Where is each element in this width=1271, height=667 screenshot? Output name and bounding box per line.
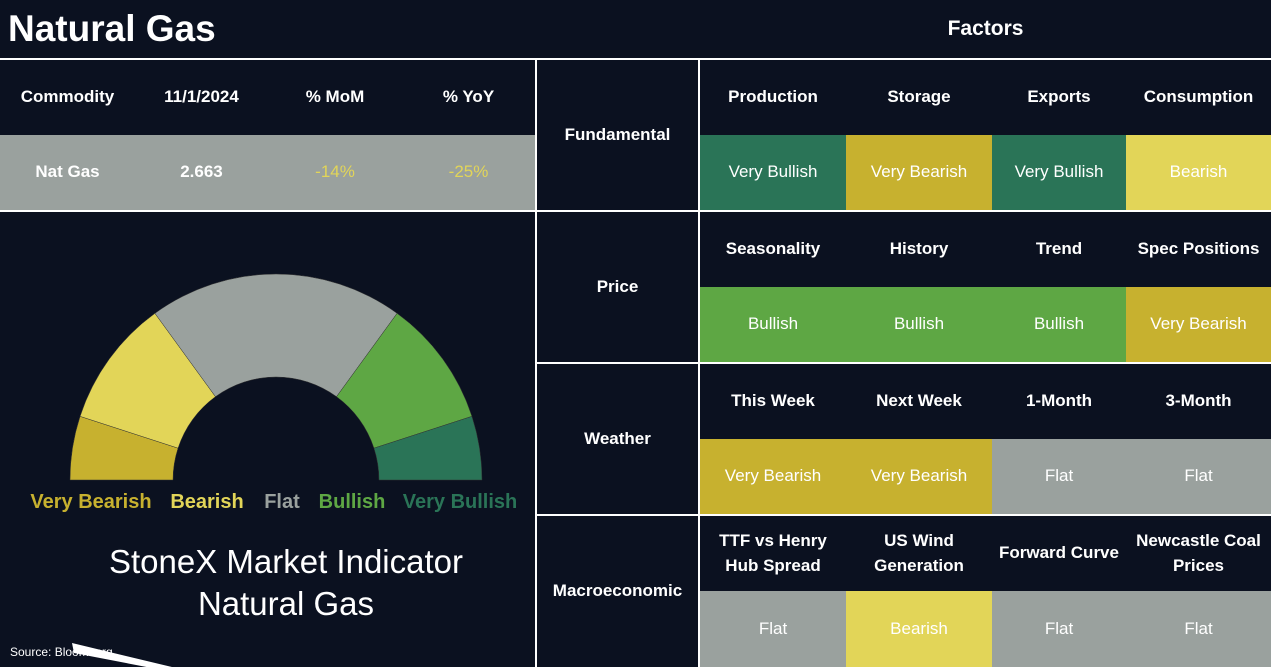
table-header: Commodity	[0, 60, 135, 135]
factor-rating: Flat	[992, 439, 1126, 514]
factor-rating: Very Bearish	[846, 439, 992, 514]
factor-group: Fundamental	[537, 60, 698, 210]
gauge: Very Bearish Bearish Flat Bullish Very Bulli…	[30, 273, 518, 667]
source-note: Source: Bloomberg	[10, 645, 113, 660]
factor-rating: Bullish	[846, 287, 992, 362]
factors-header: Factors	[947, 16, 1024, 40]
factor-name: History	[889, 239, 949, 259]
gauge-caption: Natural Gas	[198, 585, 374, 622]
gauge-label: Bearish	[170, 491, 243, 513]
factor-name: Storage	[887, 87, 951, 107]
table-header: 11/1/2024	[135, 60, 268, 135]
factor-name: This Week	[731, 391, 815, 411]
page-title: Natural Gas	[8, 8, 216, 50]
factor-rating: Very Bullish	[700, 135, 846, 210]
table-cell: 2.663	[180, 162, 223, 182]
factor-rating: Bullish	[700, 287, 846, 362]
factor-name: US Wind Generation	[874, 530, 964, 575]
factor-header-bg	[700, 60, 1271, 135]
factor-name: Spec Positions	[1137, 239, 1260, 259]
factor-rating: Flat	[992, 591, 1126, 667]
factor-name: Newcastle Coal Prices	[1136, 530, 1261, 575]
factor-rating: Flat	[1126, 591, 1271, 667]
factor-name: Consumption	[1143, 87, 1254, 107]
factor-rating: Very Bearish	[846, 135, 992, 210]
factor-rating: Flat	[1126, 439, 1271, 514]
table-header: % YoY	[402, 60, 535, 135]
gauge-segment	[373, 416, 483, 481]
gauge-needle	[72, 643, 172, 667]
gauge-segment	[154, 273, 398, 398]
gauge-label: Bullish	[319, 491, 386, 513]
factor-header-bg	[700, 212, 1271, 287]
gauge-label: Flat	[264, 491, 300, 513]
factor-rating: Very Bearish	[700, 439, 846, 514]
factor-group: Price	[537, 212, 698, 362]
table-header: % MoM	[268, 60, 402, 135]
table-row-bg	[0, 135, 535, 210]
factor-rating: Flat	[700, 591, 846, 667]
gauge-label: Very Bearish	[30, 491, 151, 513]
factor-name: TTF vs Henry Hub Spread	[719, 530, 827, 575]
factor-rating: Bearish	[846, 591, 992, 667]
factor-name: Forward Curve	[999, 543, 1119, 563]
factor-name: 3-Month	[1165, 391, 1232, 411]
factor-rating: Bullish	[992, 287, 1126, 362]
factor-header-bg	[700, 364, 1271, 439]
factor-group: Weather	[537, 364, 698, 514]
factor-header-bg	[700, 516, 1271, 591]
factor-rating: Bearish	[1126, 135, 1271, 210]
table-cell: Nat Gas	[35, 162, 100, 182]
factor-name: Trend	[1035, 239, 1083, 259]
factor-rating: Very Bearish	[1126, 287, 1271, 362]
table-cell: -25%	[448, 162, 489, 182]
gauge-caption: StoneX Market Indicator	[109, 543, 463, 580]
factor-rating: Very Bullish	[992, 135, 1126, 210]
factor-group: Macroeconomic	[537, 516, 698, 667]
table-cell: -14%	[315, 162, 355, 182]
factor-name: Seasonality	[725, 239, 821, 259]
gauge-label: Very Bullish	[403, 491, 518, 513]
factor-name: Next Week	[876, 391, 962, 411]
factor-name: Exports	[1027, 87, 1091, 107]
factor-name: Production	[728, 87, 818, 107]
factor-name: 1-Month	[1025, 391, 1093, 411]
title-bar	[0, 0, 1271, 58]
